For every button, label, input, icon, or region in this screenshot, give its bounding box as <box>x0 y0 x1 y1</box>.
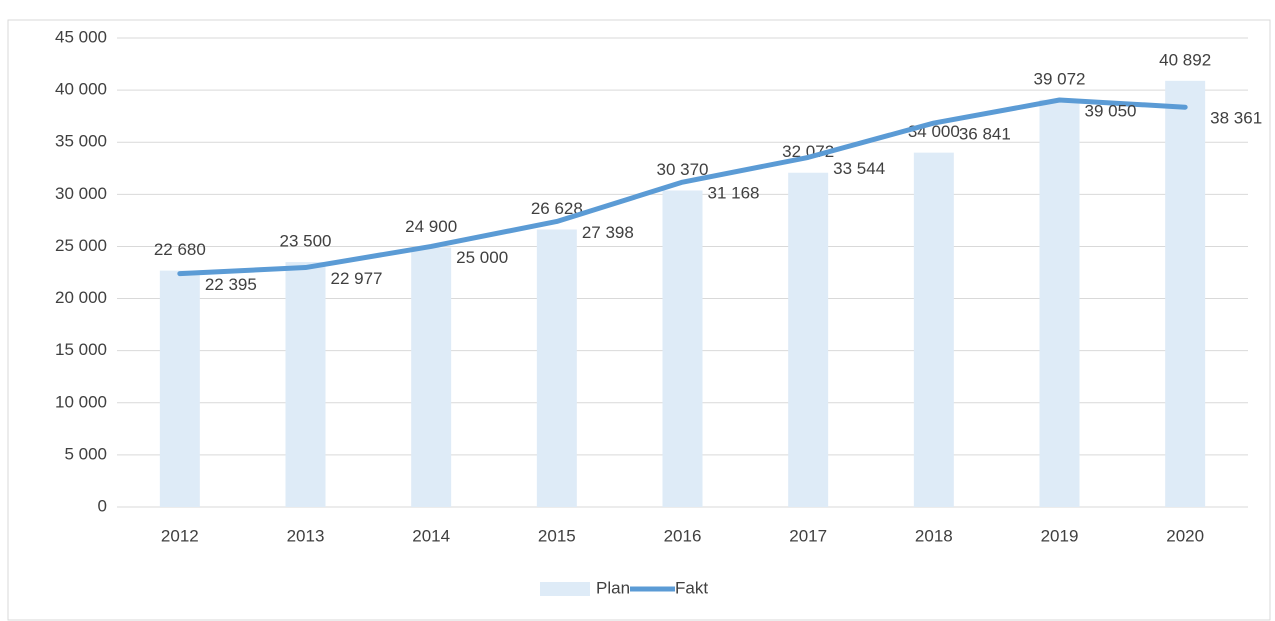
bar-value-label: 39 072 <box>1034 69 1086 88</box>
line-value-label: 22 977 <box>331 269 383 288</box>
chart-frame <box>7 19 1271 621</box>
y-tick-label: 35 000 <box>55 132 107 151</box>
y-tick-label: 5 000 <box>64 444 107 463</box>
line-value-label: 31 168 <box>708 184 760 203</box>
bar <box>536 229 577 508</box>
bar <box>1165 80 1206 508</box>
y-tick-label: 0 <box>98 496 107 515</box>
line-value-label: 33 544 <box>833 159 885 178</box>
bar-value-label: 22 680 <box>154 240 206 259</box>
x-tick-label: 2020 <box>1166 526 1204 545</box>
bar <box>1039 99 1080 508</box>
line-value-label: 25 000 <box>456 248 508 267</box>
line <box>177 97 1188 277</box>
bar <box>159 270 200 507</box>
x-tick-label: 2015 <box>538 526 576 545</box>
bar <box>411 247 452 507</box>
line-value-label: 39 050 <box>1085 101 1137 120</box>
y-tick-label: 40 000 <box>55 80 107 99</box>
x-tick-label: 2014 <box>412 526 450 545</box>
y-tick-label: 30 000 <box>55 184 107 203</box>
x-tick-label: 2017 <box>789 526 827 545</box>
x-tick-label: 2018 <box>915 526 953 545</box>
bar-value-label: 30 370 <box>657 160 709 179</box>
line-value-label: 38 361 <box>1210 109 1262 128</box>
line-value-label: 36 841 <box>959 125 1011 144</box>
line-value-label: 27 398 <box>582 223 634 242</box>
bar <box>913 152 954 507</box>
y-tick-label: 10 000 <box>55 392 107 411</box>
legend-label: Fakt <box>675 578 708 597</box>
bar-value-label: 24 900 <box>405 217 457 236</box>
y-tick-label: 15 000 <box>55 340 107 359</box>
y-tick-label: 45 000 <box>55 27 107 46</box>
x-tick-label: 2016 <box>664 526 702 545</box>
x-tick-label: 2019 <box>1041 526 1079 545</box>
y-tick-label: 20 000 <box>55 288 107 307</box>
bar-value-label: 32 072 <box>782 142 834 161</box>
legend-label: Plan <box>596 578 630 597</box>
bar-value-label: 40 892 <box>1159 50 1211 69</box>
bar <box>285 262 326 507</box>
y-tick-label: 25 000 <box>55 236 107 255</box>
bar <box>788 172 829 507</box>
line-value-label: 22 395 <box>205 275 257 294</box>
legend-swatch <box>540 582 590 596</box>
x-tick-label: 2013 <box>287 526 325 545</box>
bar-value-label: 26 628 <box>531 199 583 218</box>
x-tick-label: 2012 <box>161 526 199 545</box>
bar <box>662 190 703 507</box>
bar-value-label: 23 500 <box>280 232 332 251</box>
